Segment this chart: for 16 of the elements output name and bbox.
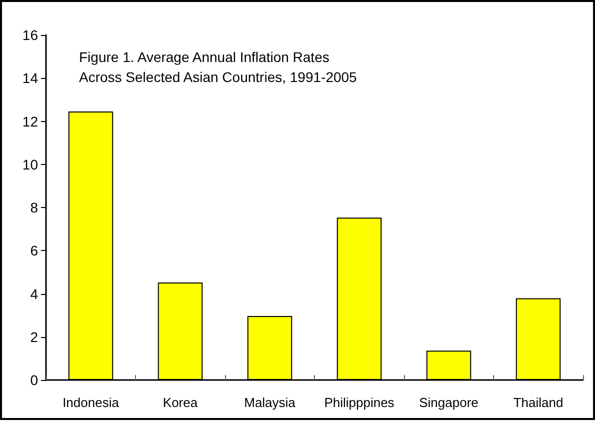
x-tick-label: Indonesia (62, 395, 120, 410)
y-tick-label: 8 (30, 200, 38, 216)
x-tick-label: Singapore (419, 395, 478, 410)
x-tick-label: Philipppines (324, 395, 395, 410)
x-tick-label: Korea (162, 395, 198, 410)
y-tick-label: 4 (30, 286, 38, 302)
y-tick-label: 10 (22, 156, 38, 172)
text: Figure 1. Average Annual Inflation Rates Across Selected Asian Countries, 1991-2005 (79, 49, 358, 85)
y-tick-label: 12 (22, 113, 38, 130)
y-tick-label: 16 (22, 27, 38, 43)
y-tick-label: 0 (30, 372, 38, 388)
y-tick-label: 14 (22, 70, 38, 86)
x-tick-label: Thailand (513, 395, 564, 410)
y-tick-label: 6 (30, 242, 38, 259)
x-tick-label: Malaysia (244, 395, 296, 410)
y-tick-label: 2 (30, 328, 38, 345)
